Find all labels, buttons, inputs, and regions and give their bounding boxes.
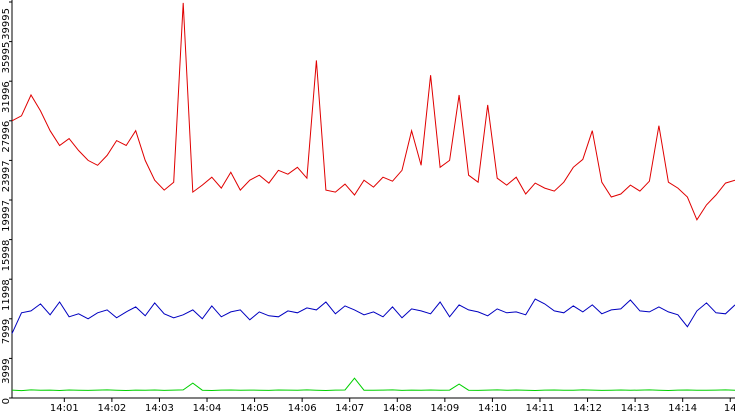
series-line: [11, 2, 735, 221]
x-tick-label: 14:04: [193, 403, 222, 414]
x-tick-label: 14:05: [240, 403, 269, 414]
y-tick-label: 19997: [1, 200, 12, 232]
y-tick-label: 35995: [1, 42, 12, 74]
y-tick-label: 27996: [1, 121, 12, 153]
y-tick-label: 39995: [1, 8, 12, 40]
x-tick-label: 14:11: [526, 403, 555, 414]
y-tick-label: 0: [1, 398, 12, 404]
x-tick-label: 14:13: [621, 403, 650, 414]
x-tick-label: 14:02: [97, 403, 126, 414]
y-tick-label: 23997: [1, 160, 12, 192]
x-tick-label: 14: [724, 403, 735, 414]
x-tick-label: 14:08: [383, 403, 412, 414]
x-tick-label: 14:06: [288, 403, 317, 414]
x-tick-label: 14:12: [573, 403, 602, 414]
y-tick-label: 15998: [1, 240, 12, 272]
y-tick-label: 3999: [1, 358, 12, 383]
series-line: [11, 298, 735, 334]
y-tick-label: 31996: [1, 81, 12, 113]
y-tick-label: 11998: [1, 279, 12, 311]
x-tick-label: 14:01: [50, 403, 79, 414]
series-line: [11, 377, 735, 392]
x-tick-label: 14:10: [478, 403, 507, 414]
x-tick-label: 14:09: [430, 403, 459, 414]
x-tick-label: 14:07: [335, 403, 364, 414]
x-tick-label: 14:14: [668, 403, 697, 414]
x-tick-label: 14:03: [145, 403, 174, 414]
y-tick-label: 7999: [1, 319, 12, 344]
